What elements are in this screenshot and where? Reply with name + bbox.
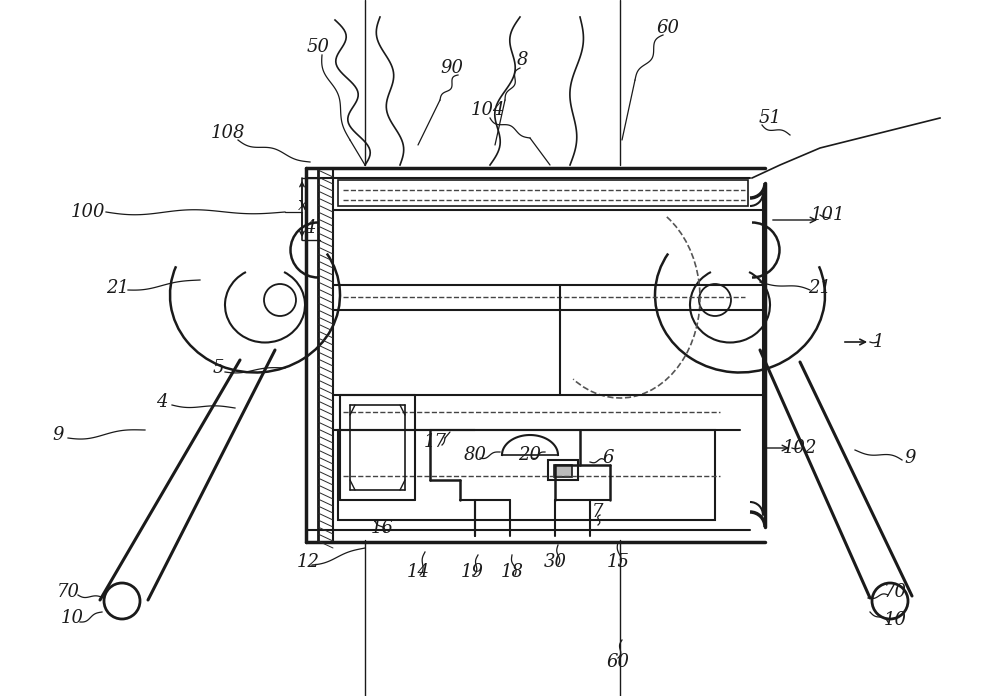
Text: 70: 70 <box>56 583 80 601</box>
Text: 21: 21 <box>808 279 832 297</box>
Text: 6: 6 <box>602 449 614 467</box>
Bar <box>554 465 572 477</box>
Text: 21: 21 <box>106 279 130 297</box>
Text: 101: 101 <box>811 206 845 224</box>
Text: 80: 80 <box>464 446 486 464</box>
Text: 7: 7 <box>592 503 604 521</box>
Text: 10: 10 <box>884 611 906 629</box>
Text: 70: 70 <box>884 583 906 601</box>
Text: 10: 10 <box>60 609 84 627</box>
Bar <box>338 430 715 520</box>
Text: 51: 51 <box>759 109 782 127</box>
Text: 4: 4 <box>304 219 316 237</box>
Text: 60: 60 <box>606 653 630 671</box>
Text: 60: 60 <box>656 19 680 37</box>
Text: 20: 20 <box>518 446 542 464</box>
Text: 102: 102 <box>783 439 817 457</box>
Text: 15: 15 <box>606 553 630 571</box>
Text: 90: 90 <box>440 59 464 77</box>
Text: 50: 50 <box>306 38 330 56</box>
Text: 108: 108 <box>211 124 245 142</box>
Text: 100: 100 <box>71 203 105 221</box>
Text: 8: 8 <box>516 51 528 69</box>
Text: 18: 18 <box>501 563 524 581</box>
Text: 104: 104 <box>471 101 505 119</box>
Text: 30: 30 <box>544 553 566 571</box>
Text: 12: 12 <box>296 553 320 571</box>
Text: 9: 9 <box>904 449 916 467</box>
Text: 4: 4 <box>156 393 168 411</box>
Bar <box>338 180 748 206</box>
Text: 14: 14 <box>406 563 430 581</box>
Bar <box>548 460 578 480</box>
Text: 19: 19 <box>460 563 484 581</box>
Text: 9: 9 <box>52 426 64 444</box>
Text: 5: 5 <box>212 359 224 377</box>
Text: 16: 16 <box>370 519 394 537</box>
Text: 17: 17 <box>424 433 446 451</box>
Text: 1: 1 <box>872 333 884 351</box>
Text: x: x <box>298 196 308 214</box>
